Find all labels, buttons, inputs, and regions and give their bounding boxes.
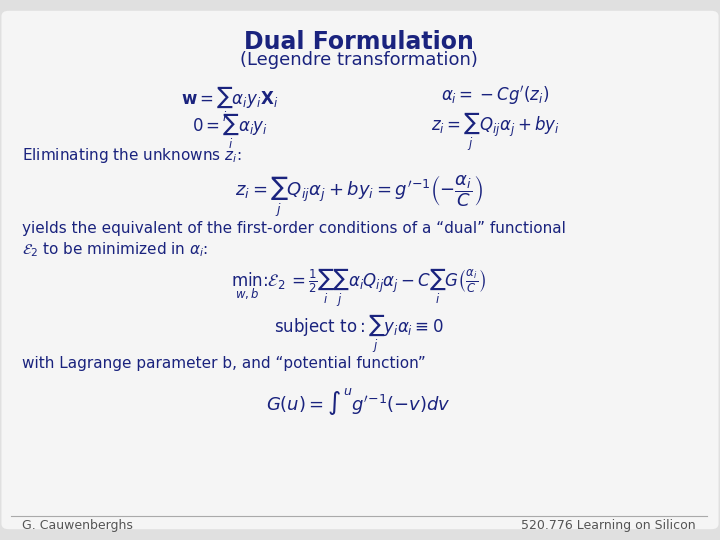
Text: $z_i = \sum_j Q_{ij}\alpha_j + by_i$: $z_i = \sum_j Q_{ij}\alpha_j + by_i$ xyxy=(431,111,559,154)
Text: Eliminating the unknowns $z_i$:: Eliminating the unknowns $z_i$: xyxy=(22,146,241,165)
Text: yields the equivalent of the first-order conditions of a “dual” functional: yields the equivalent of the first-order… xyxy=(22,221,565,237)
Text: $G(u) = \int^u g'^{-1}(-v)dv$: $G(u) = \int^u g'^{-1}(-v)dv$ xyxy=(266,386,451,417)
Text: $z_i = \sum_j Q_{ij}\alpha_j + by_i = g'^{-1}\left(-\dfrac{\alpha_i}{C}\right)$: $z_i = \sum_j Q_{ij}\alpha_j + by_i = g'… xyxy=(235,174,482,220)
Text: (Legendre transformation): (Legendre transformation) xyxy=(240,51,477,69)
Text: $0 = \sum_i \alpha_i y_i$: $0 = \sum_i \alpha_i y_i$ xyxy=(192,111,267,151)
Text: with Lagrange parameter b, and “potential function”: with Lagrange parameter b, and “potentia… xyxy=(22,356,426,372)
Text: $\alpha_i = -Cg'(z_i)$: $\alpha_i = -Cg'(z_i)$ xyxy=(441,84,549,107)
Text: Dual Formulation: Dual Formulation xyxy=(244,30,474,53)
Text: $\mathbf{w} = \sum_i \alpha_i y_i \mathbf{X}_i$: $\mathbf{w} = \sum_i \alpha_i y_i \mathb… xyxy=(181,84,278,124)
Text: G. Cauwenberghs: G. Cauwenberghs xyxy=(22,519,132,532)
Text: $\text{subject to}: \sum_j y_i\alpha_i \equiv 0$: $\text{subject to}: \sum_j y_i\alpha_i \… xyxy=(274,313,444,356)
Text: $\mathcal{E}_2$ to be minimized in $\alpha_i$:: $\mathcal{E}_2$ to be minimized in $\alp… xyxy=(22,240,208,259)
Text: $\min_{w,b} : \mathcal{E}_2 = \frac{1}{2}\sum_i\sum_j \alpha_i Q_{ij}\alpha_j - : $\min_{w,b} : \mathcal{E}_2 = \frac{1}{2… xyxy=(231,267,486,310)
Text: 520.776 Learning on Silicon: 520.776 Learning on Silicon xyxy=(521,519,696,532)
